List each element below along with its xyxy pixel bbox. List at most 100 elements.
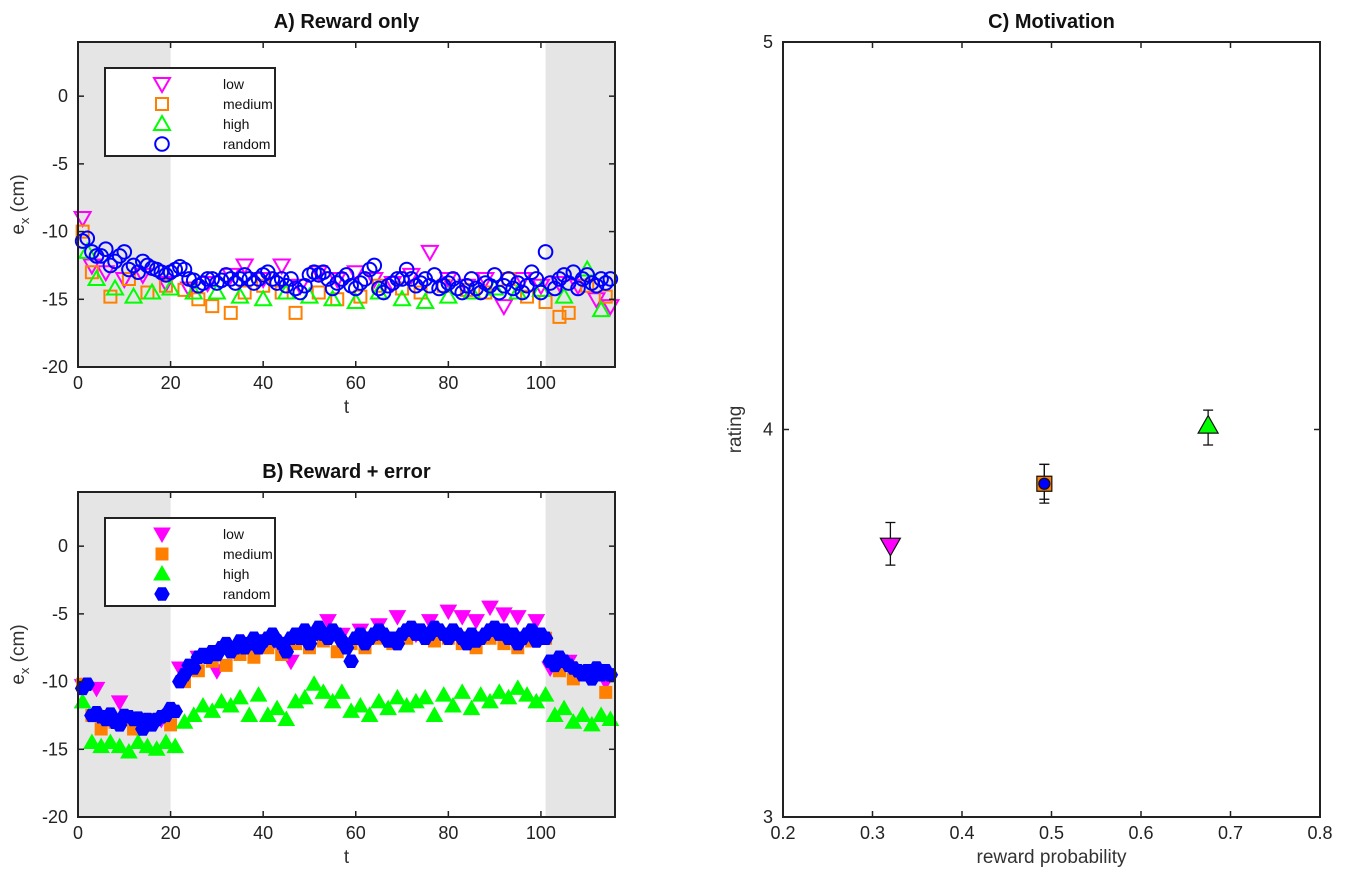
panel-b-ylabel-base: e (8, 674, 29, 685)
panel-a-y-tick-label: 0 (58, 86, 68, 106)
panel-b-ticks: 0 20 40 60 80 100 -20 -15 -10 -5 0 (42, 492, 615, 843)
panel-b-high-point (434, 686, 453, 702)
panel-a-random-point (227, 275, 244, 291)
panel-a-high-point (322, 289, 343, 307)
panel-a-high-point (86, 268, 107, 286)
panel-a-high-point (346, 291, 366, 309)
panel-b-high-point (499, 688, 518, 705)
panel-a-random-point (547, 280, 563, 297)
panel-c-x-tick-label: 0.5 (1039, 823, 1064, 843)
panel-a-legend-box (104, 67, 276, 157)
panel-a-medium-point (288, 305, 303, 320)
panel-c-axes-frame (782, 41, 1321, 818)
panel-b-high-point (240, 706, 259, 722)
panel-b-low-point (319, 614, 337, 630)
panel-c-ticks: 0.2 0.3 0.4 0.5 0.6 0.7 0.8 3 4 5 (763, 32, 1333, 843)
panel-b-axes-frame (77, 491, 616, 818)
panel-a-medium-point (177, 282, 192, 297)
panel-a-random-point (366, 257, 383, 274)
panel-a-x-tick-label: 60 (346, 373, 366, 393)
panel-a-y-tick-label: -10 (42, 222, 68, 242)
panel-b-high-point (101, 733, 120, 750)
panel-a-random-point (551, 271, 568, 287)
panel-a-random-point (97, 241, 114, 257)
panel-a-x-tick-label: 80 (438, 373, 458, 393)
panel-a-random-point (111, 248, 128, 264)
panel-b-high-point (129, 733, 148, 750)
panel-a-random-point (371, 280, 387, 297)
panel-a-x-tick-label: 0 (73, 373, 83, 393)
panel-a-high-point (207, 282, 227, 300)
panel-b-high-point (555, 699, 573, 716)
panel-c-y-tick-label: 4 (763, 420, 773, 440)
panel-b-high-point (536, 686, 555, 702)
panel-a-random-point (537, 244, 554, 260)
panel-a-random-point (236, 267, 253, 283)
panel-b-high-point (370, 692, 388, 709)
panel-a-high-point (591, 300, 611, 318)
panel-b-legend-label-low: low (223, 526, 245, 542)
panel-a-x-axis-label: t (344, 397, 350, 418)
panel-c-x-tick-label: 0.2 (770, 823, 795, 843)
panel-b-random-point (79, 677, 96, 692)
panel-a-random-point (241, 271, 258, 287)
panel-b-y-tick-label: 0 (58, 536, 68, 556)
panel-b-y-axis-label: ex (cm) (8, 624, 32, 684)
panel-b-high-point (333, 683, 351, 699)
panel-a-high-point (438, 286, 459, 304)
panel-b-high-point (388, 688, 407, 705)
panel-b-reward-plus-error: 0 20 40 60 80 100 -20 -15 -10 -5 0 B) Reward + err… (8, 461, 620, 868)
panel-a-medium-point (237, 285, 252, 300)
panel-b-shaded-regions (78, 492, 615, 817)
panel-b-high-point (592, 706, 610, 722)
panel-b-random-point (343, 654, 359, 669)
panel-a-random-point (509, 275, 526, 291)
panel-a-medium-point (158, 278, 173, 293)
panel-a-random-point (357, 271, 373, 287)
panel-b-ylabel-sub: x (17, 667, 32, 674)
panel-a-low-point (234, 258, 255, 276)
panel-b-legend-label-high: high (223, 566, 249, 582)
panel-a-random-point (283, 271, 299, 287)
panel-b-title: B) Reward + error (262, 461, 431, 483)
panel-b-high-point (314, 683, 333, 699)
panel-a-random-point (79, 230, 96, 247)
panel-a-low-point (271, 258, 292, 276)
panel-a-random-point (500, 271, 517, 287)
panel-a-low-point (494, 299, 514, 317)
panel-b-x-tick-label: 40 (253, 823, 273, 843)
panel-b-legend-box (104, 517, 276, 607)
panel-b-high-point (573, 706, 592, 722)
panel-a-legend-marker-low (152, 77, 172, 95)
panel-b-high-point (360, 706, 379, 722)
panel-b-low-point (508, 610, 527, 626)
panel-b-high-point (268, 699, 286, 716)
panel-a-axes-frame (77, 41, 616, 368)
panel-a-high-point (123, 286, 144, 304)
panel-a-medium-point (561, 305, 576, 320)
panel-b-high-point (416, 688, 435, 705)
panel-b-x-tick-label: 100 (526, 823, 556, 843)
panel-b-high-point (490, 683, 509, 699)
panel-c-x-tick-label: 0.3 (860, 823, 885, 843)
panel-a-title: A) Reward only (274, 11, 420, 33)
panel-a-random-point (246, 275, 262, 291)
panel-b-medium-point (599, 685, 613, 699)
panel-b-high-point (157, 733, 175, 750)
panel-b-high-point (453, 683, 472, 699)
panel-a-random-point (533, 284, 549, 301)
panel-a-legend-marker-high (152, 113, 172, 131)
panel-a-legend-marker-medium (155, 97, 169, 111)
panel-a-medium-point (191, 292, 206, 307)
panel-a-random-point (384, 275, 401, 291)
panel-b-random-point (537, 631, 554, 645)
panel-a-high-point (554, 286, 574, 304)
panel-b-high-point (120, 742, 138, 759)
panel-a-random-point (352, 275, 369, 291)
panel-b-high-point (212, 692, 231, 709)
panel-a-medium-point (598, 289, 613, 304)
panel-a-random-point (602, 271, 619, 287)
panel-b-high-point (444, 696, 462, 713)
panel-b-high-point (194, 696, 212, 713)
